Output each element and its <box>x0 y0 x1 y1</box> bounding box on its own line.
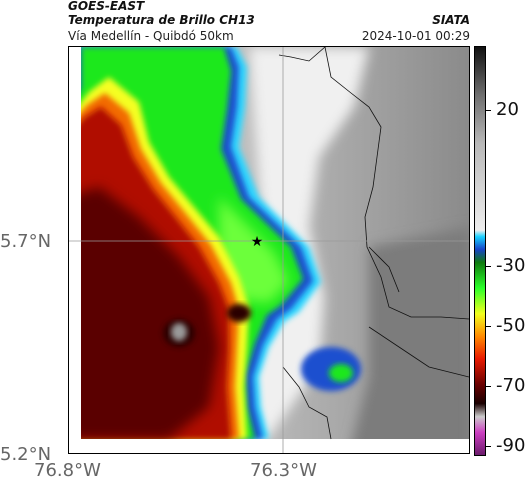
satellite-image: ★ <box>69 47 469 453</box>
colorbar-label: -30 <box>496 255 526 276</box>
isolated-cell-inner <box>329 364 353 382</box>
colorbar-label: -70 <box>496 375 526 396</box>
colorbar-label: 20 <box>496 99 519 120</box>
brand-label: SIATA <box>432 13 470 27</box>
colorbar-label: -50 <box>496 315 526 336</box>
colorbar-label: -90 <box>496 435 526 456</box>
graticule <box>69 47 469 453</box>
map-panel: ★ <box>68 46 470 454</box>
secondary-core <box>227 304 251 322</box>
colorbar-tick <box>486 446 491 447</box>
colorbar-tick <box>486 266 491 267</box>
lat-label-1: 5.7°N <box>0 231 52 252</box>
satellite-label: GOES-EAST <box>68 0 145 13</box>
lon-label-1: 76.8°W <box>34 460 101 481</box>
boundary-lines <box>278 47 469 440</box>
deep-red-core <box>69 187 219 439</box>
star-icon: ★ <box>251 234 264 250</box>
colorbar <box>474 46 486 456</box>
map-blank-left <box>69 47 81 453</box>
lat-label-2: 5.2°N <box>0 444 52 465</box>
coldest-core-center <box>171 323 187 341</box>
map-blank-bottom <box>69 439 469 453</box>
map-title: Temperatura de Brillo CH13 <box>68 13 255 27</box>
colorbar-tick <box>486 110 491 111</box>
map-subtitle: Vía Medellín - Quibdó 50km <box>68 29 234 43</box>
colorbar-tick <box>486 386 491 387</box>
lon-label-2: 76.3°W <box>250 460 317 481</box>
dark-gray-patch <box>349 227 469 453</box>
timestamp: 2024-10-01 00:29 <box>361 29 470 43</box>
colorbar-tick <box>486 326 491 327</box>
